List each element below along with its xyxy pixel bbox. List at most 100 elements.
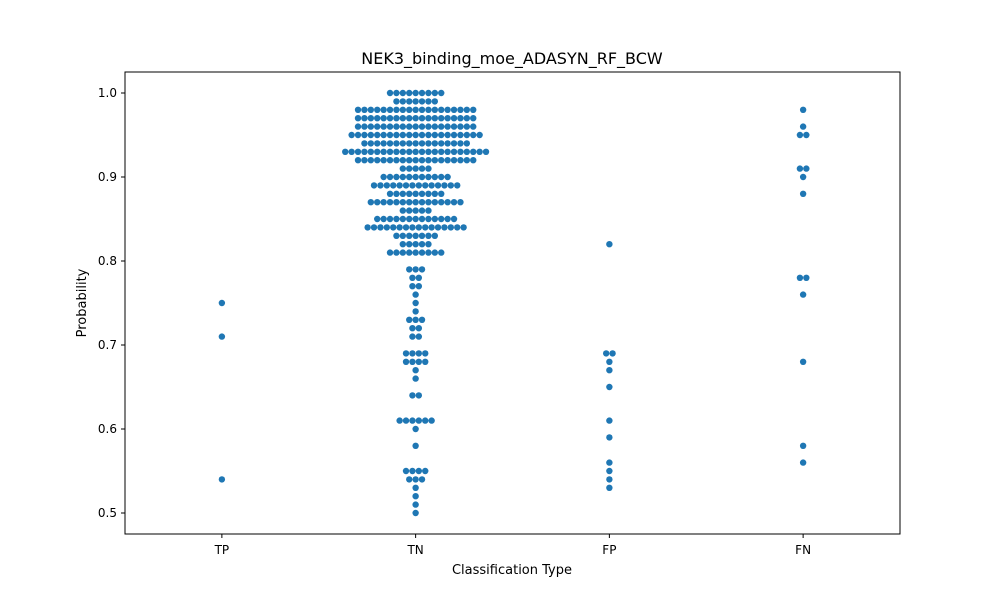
data-point-tp <box>218 476 226 483</box>
data-point-tn <box>444 157 451 164</box>
data-point-tn <box>425 249 432 256</box>
data-point-tn <box>380 148 387 155</box>
data-point-tn <box>393 249 400 256</box>
data-point-tn <box>428 224 435 231</box>
data-point-tn <box>412 476 419 483</box>
x-axis-label: Classification Type <box>452 563 572 578</box>
data-point-tn <box>393 140 400 147</box>
data-point-tn <box>412 232 419 239</box>
data-point-tn <box>418 106 426 114</box>
data-point-tn <box>399 98 407 105</box>
data-point-tn <box>418 89 426 97</box>
data-point-tn <box>399 190 407 197</box>
data-point-tn <box>428 182 435 189</box>
data-point-tn <box>412 308 419 315</box>
data-point-tn <box>425 232 432 239</box>
data-point-tn <box>438 115 445 122</box>
data-point-tn <box>412 241 419 248</box>
data-point-tn <box>380 157 387 164</box>
data-point-tn <box>418 476 426 483</box>
data-point-tn <box>399 173 407 181</box>
y-tick-label: 0.9 <box>98 170 117 184</box>
data-point-tn <box>406 98 413 105</box>
data-point-tn <box>415 350 423 357</box>
data-point-tn <box>422 358 429 365</box>
data-point-tn <box>399 131 407 139</box>
data-point-tn <box>438 190 445 197</box>
data-point-tn <box>361 106 368 114</box>
data-point-tn <box>402 350 410 357</box>
data-point-tn <box>367 157 375 164</box>
data-point-tn <box>406 106 413 114</box>
data-point-tn <box>431 173 439 181</box>
data-point-tn <box>406 215 413 223</box>
data-point-tn <box>377 224 384 231</box>
data-point-tn <box>393 215 400 223</box>
data-point-tn <box>418 232 426 239</box>
data-point-tn <box>412 106 419 114</box>
data-point-tn <box>450 215 458 223</box>
data-point-tn <box>450 140 458 147</box>
data-point-tn <box>450 199 458 206</box>
data-point-fn <box>799 106 807 114</box>
data-point-fp <box>602 350 610 357</box>
data-point-fp <box>609 350 616 357</box>
data-point-tn <box>374 157 381 164</box>
data-point-tn <box>412 375 419 382</box>
data-point-tn <box>476 131 483 139</box>
data-point-tn <box>415 467 423 475</box>
data-point-tn <box>386 89 394 97</box>
data-point-tn <box>399 232 407 239</box>
data-point-tn <box>444 148 451 155</box>
data-point-tn <box>348 131 355 139</box>
data-point-tn <box>412 316 419 323</box>
data-point-tn <box>422 467 429 475</box>
data-point-tn <box>406 157 413 164</box>
data-point-tn <box>425 98 432 105</box>
data-point-tn <box>431 140 439 147</box>
data-point-tn <box>383 224 391 231</box>
data-point-tn <box>418 190 426 197</box>
data-point-tn <box>431 123 439 130</box>
data-point-tn <box>463 106 471 114</box>
data-point-tn <box>402 182 410 189</box>
data-point-tn <box>409 358 416 365</box>
data-point-tn <box>438 89 445 97</box>
data-point-tn <box>431 157 439 164</box>
data-point-tn <box>396 224 403 231</box>
data-point-tn <box>374 199 381 206</box>
data-point-tn <box>444 173 451 181</box>
data-point-tn <box>431 131 439 139</box>
data-point-tn <box>406 173 413 181</box>
data-point-tn <box>450 148 458 155</box>
data-point-fn <box>796 131 804 139</box>
data-point-tn <box>431 199 439 206</box>
data-point-fp <box>606 367 613 374</box>
data-point-tn <box>463 131 471 139</box>
data-point-tn <box>402 467 410 475</box>
data-point-tn <box>412 291 419 298</box>
data-point-tn <box>482 148 490 155</box>
data-point-tn <box>399 157 407 164</box>
data-point-tn <box>409 333 416 340</box>
data-point-tn <box>402 358 410 365</box>
data-point-tn <box>406 190 413 197</box>
data-point-tn <box>374 123 381 130</box>
data-point-tn <box>425 123 432 130</box>
data-point-tn <box>406 140 413 147</box>
data-point-tn <box>425 131 432 139</box>
data-point-tn <box>399 165 407 172</box>
data-point-tn <box>354 157 362 164</box>
y-tick-label: 1.0 <box>98 86 117 100</box>
data-point-tn <box>438 173 445 181</box>
data-point-tn <box>412 484 419 491</box>
data-point-tn <box>399 106 407 114</box>
data-point-tn <box>386 199 394 206</box>
data-point-tn <box>380 140 387 147</box>
data-point-tn <box>418 140 426 147</box>
data-point-tn <box>367 140 375 147</box>
data-point-tn <box>457 140 464 147</box>
data-point-tn <box>457 131 464 139</box>
data-point-fn <box>799 173 807 181</box>
data-point-tn <box>415 333 423 340</box>
